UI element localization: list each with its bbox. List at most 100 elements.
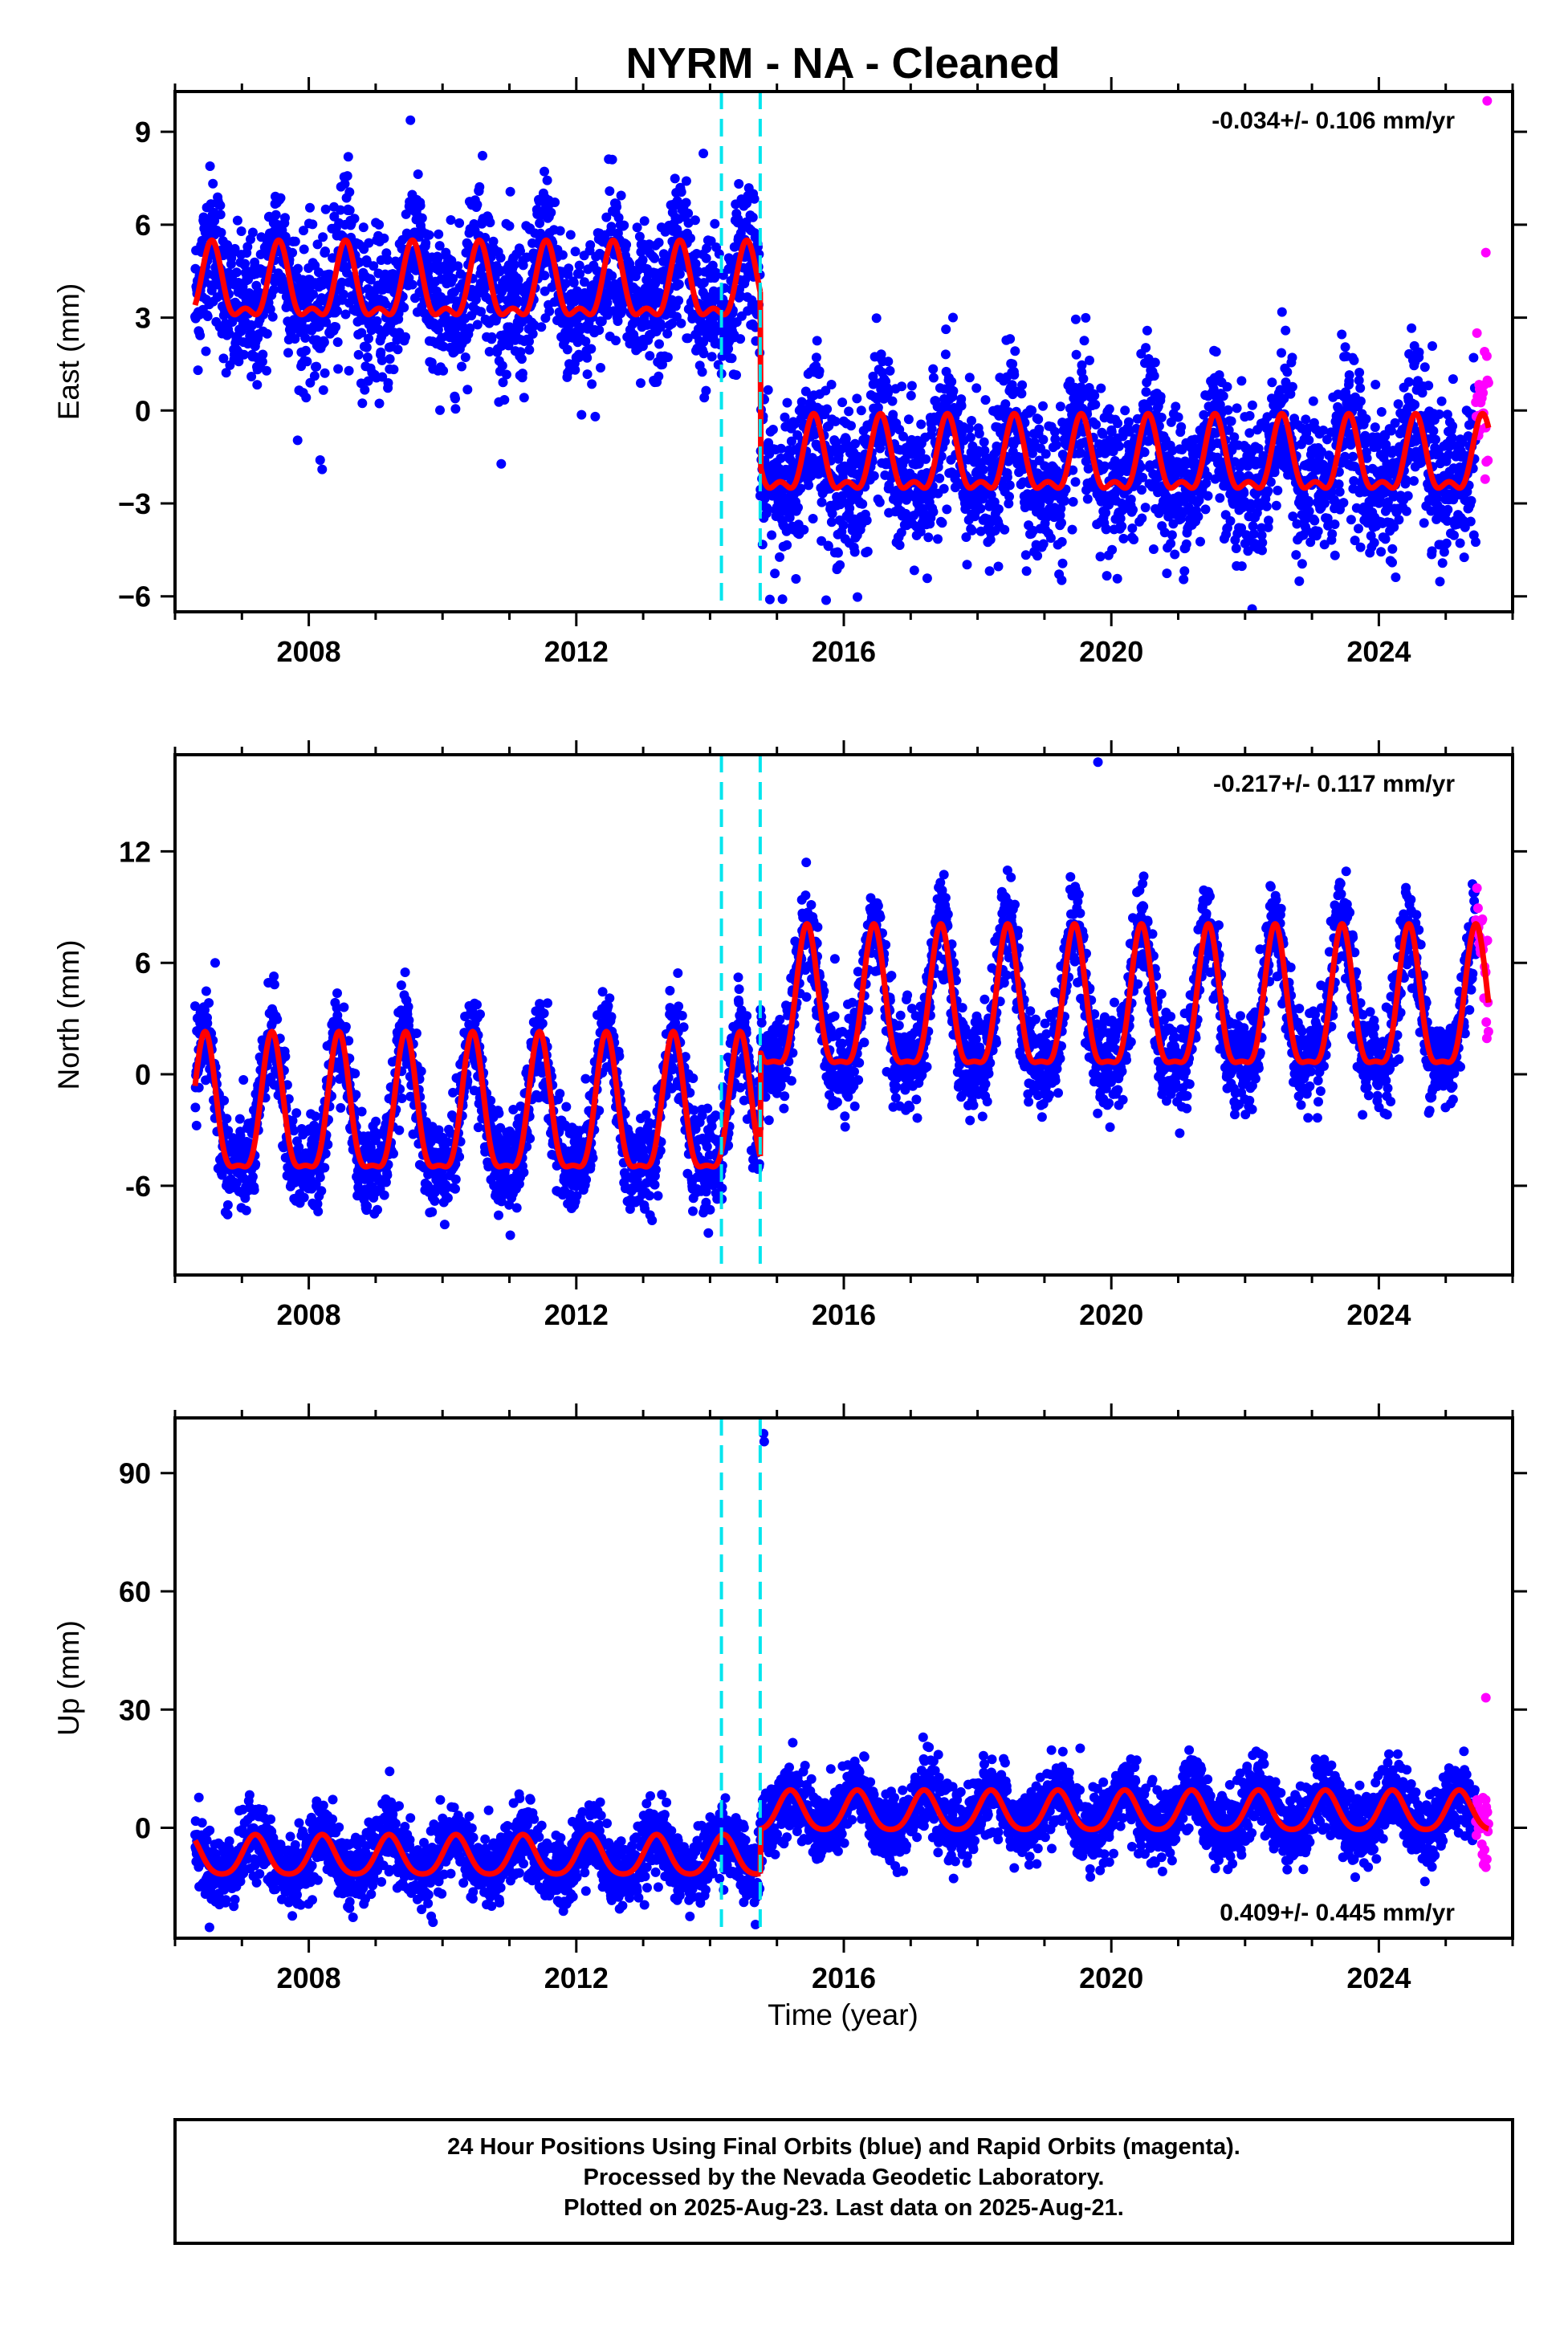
data-point bbox=[312, 361, 322, 372]
data-point bbox=[1078, 373, 1089, 384]
data-point bbox=[364, 238, 374, 248]
data-point bbox=[1244, 428, 1255, 438]
data-point bbox=[360, 385, 370, 395]
data-point bbox=[1471, 537, 1480, 548]
data-point bbox=[320, 246, 330, 256]
data-point bbox=[1455, 538, 1465, 548]
data-point bbox=[1137, 513, 1147, 523]
data-point bbox=[420, 250, 430, 259]
data-point bbox=[1159, 528, 1170, 538]
data-point bbox=[356, 328, 367, 338]
data-point bbox=[332, 337, 343, 348]
data-point bbox=[980, 395, 991, 405]
data-point bbox=[374, 398, 385, 409]
data-point bbox=[1070, 477, 1081, 487]
x-tick-label: 2024 bbox=[1346, 635, 1411, 668]
data-point bbox=[247, 1171, 258, 1182]
data-point bbox=[1148, 544, 1159, 554]
data-point bbox=[597, 316, 607, 327]
data-point bbox=[415, 201, 426, 211]
data-point bbox=[676, 318, 686, 328]
data-point bbox=[639, 216, 650, 226]
y-tick-label: 0 bbox=[135, 394, 151, 427]
data-point bbox=[344, 365, 354, 376]
data-point bbox=[928, 364, 939, 374]
data-point bbox=[218, 353, 229, 364]
data-point bbox=[1120, 405, 1130, 416]
data-point bbox=[1140, 503, 1151, 513]
data-point bbox=[875, 443, 886, 454]
data-point bbox=[319, 337, 329, 348]
data-point bbox=[332, 306, 342, 316]
data-point bbox=[964, 423, 975, 434]
data-point bbox=[710, 218, 720, 229]
data-point bbox=[300, 332, 311, 343]
data-point bbox=[1113, 418, 1123, 429]
data-point bbox=[524, 336, 534, 347]
data-point bbox=[316, 1186, 327, 1196]
data-point bbox=[681, 198, 691, 208]
data-point bbox=[823, 541, 833, 552]
data-point bbox=[993, 504, 1004, 515]
data-point bbox=[768, 425, 778, 434]
data-point bbox=[857, 499, 868, 509]
data-point bbox=[372, 316, 382, 326]
data-point bbox=[540, 286, 550, 296]
x-tick-label: 2016 bbox=[812, 635, 876, 668]
data-point bbox=[305, 202, 315, 213]
x-tick-label: 2008 bbox=[277, 635, 341, 668]
data-point bbox=[262, 328, 272, 339]
data-point bbox=[883, 356, 894, 367]
data-point bbox=[389, 365, 399, 375]
data-point bbox=[632, 222, 642, 233]
data-point bbox=[340, 1021, 351, 1032]
data-point bbox=[221, 368, 231, 378]
data-point bbox=[1016, 389, 1027, 399]
data-point bbox=[674, 269, 685, 279]
data-point bbox=[605, 186, 615, 196]
data-point bbox=[1222, 381, 1232, 392]
data-point bbox=[195, 330, 206, 340]
data-point bbox=[1427, 341, 1437, 351]
data-point bbox=[340, 309, 351, 320]
data-point bbox=[674, 279, 684, 290]
data-point bbox=[401, 332, 410, 342]
data-point bbox=[727, 353, 737, 364]
data-point bbox=[299, 226, 308, 236]
data-point bbox=[723, 344, 734, 354]
data-point bbox=[1355, 396, 1366, 406]
data-point bbox=[993, 561, 1004, 572]
rapid-point bbox=[1480, 474, 1490, 484]
data-point bbox=[852, 393, 862, 404]
data-point bbox=[654, 339, 664, 349]
data-point bbox=[202, 312, 213, 321]
y-tick-label: −6 bbox=[118, 580, 151, 613]
data-point bbox=[434, 241, 445, 251]
data-point bbox=[978, 465, 988, 475]
data-point bbox=[497, 360, 507, 371]
data-point bbox=[662, 328, 673, 339]
data-point bbox=[340, 179, 350, 189]
data-point bbox=[1057, 536, 1067, 547]
data-point bbox=[674, 295, 684, 306]
data-point bbox=[315, 1172, 325, 1183]
data-point bbox=[1179, 574, 1189, 585]
data-point bbox=[780, 412, 790, 422]
data-point bbox=[1267, 377, 1277, 388]
data-point bbox=[784, 512, 795, 523]
data-point bbox=[484, 347, 495, 356]
data-point bbox=[307, 219, 318, 230]
data-point bbox=[267, 312, 278, 322]
data-point bbox=[201, 346, 211, 356]
data-point bbox=[292, 435, 303, 446]
data-point bbox=[1081, 312, 1091, 323]
data-point bbox=[1403, 491, 1413, 501]
data-point bbox=[1304, 498, 1313, 508]
data-point bbox=[1126, 495, 1136, 504]
velocity-rate-label: -0.034+/- 0.106 mm/yr bbox=[1212, 108, 1455, 134]
data-point bbox=[1077, 360, 1087, 370]
data-point bbox=[246, 328, 256, 338]
data-point bbox=[1156, 413, 1167, 422]
data-point bbox=[862, 546, 873, 556]
data-point bbox=[485, 218, 495, 228]
